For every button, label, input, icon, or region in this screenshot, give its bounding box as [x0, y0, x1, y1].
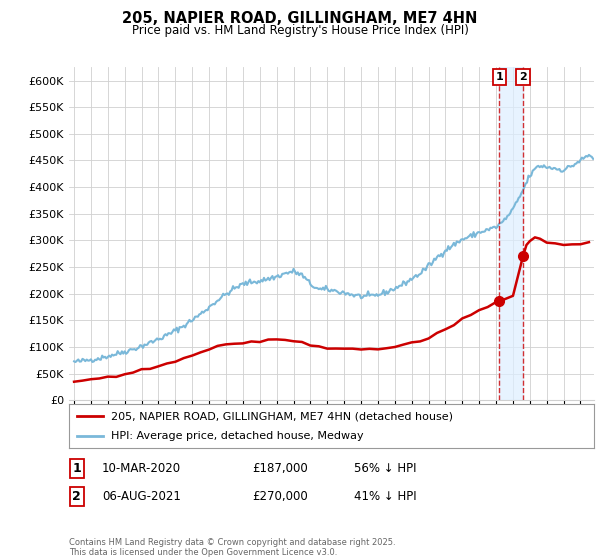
- Text: Contains HM Land Registry data © Crown copyright and database right 2025.
This d: Contains HM Land Registry data © Crown c…: [69, 538, 395, 557]
- Text: 205, NAPIER ROAD, GILLINGHAM, ME7 4HN: 205, NAPIER ROAD, GILLINGHAM, ME7 4HN: [122, 11, 478, 26]
- Text: 2: 2: [519, 72, 527, 82]
- Bar: [499, 67, 523, 400]
- Text: HPI: Average price, detached house, Medway: HPI: Average price, detached house, Medw…: [111, 431, 364, 441]
- Text: 1: 1: [496, 72, 503, 82]
- Text: 41% ↓ HPI: 41% ↓ HPI: [354, 490, 416, 503]
- Text: 2: 2: [73, 490, 81, 503]
- Text: Price paid vs. HM Land Registry's House Price Index (HPI): Price paid vs. HM Land Registry's House …: [131, 24, 469, 36]
- Text: 56% ↓ HPI: 56% ↓ HPI: [354, 462, 416, 475]
- Text: £270,000: £270,000: [252, 490, 308, 503]
- Text: £187,000: £187,000: [252, 462, 308, 475]
- Text: 10-MAR-2020: 10-MAR-2020: [102, 462, 181, 475]
- Text: 06-AUG-2021: 06-AUG-2021: [102, 490, 181, 503]
- Text: 205, NAPIER ROAD, GILLINGHAM, ME7 4HN (detached house): 205, NAPIER ROAD, GILLINGHAM, ME7 4HN (d…: [111, 411, 453, 421]
- Text: 1: 1: [73, 462, 81, 475]
